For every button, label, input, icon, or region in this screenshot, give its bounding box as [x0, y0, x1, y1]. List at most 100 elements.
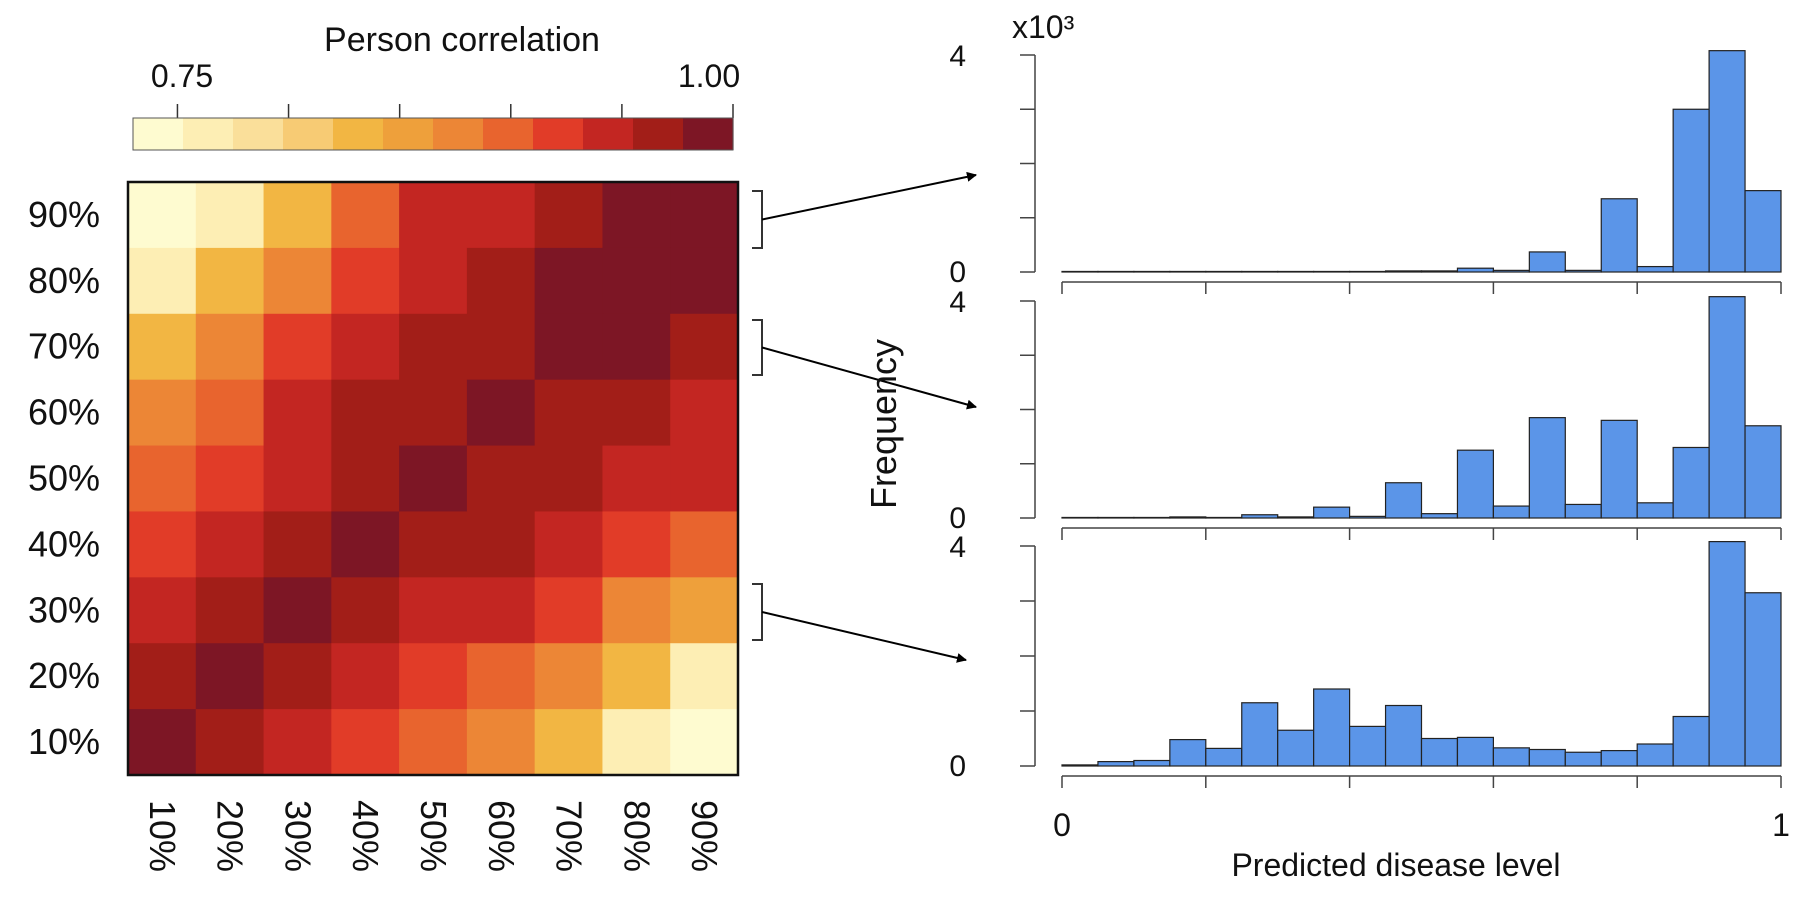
- heatmap-cell: [670, 577, 739, 644]
- heatmap-cell: [331, 247, 400, 315]
- heatmap-cell: [534, 247, 604, 315]
- heatmap-cell: [670, 445, 739, 513]
- colorbar-swatch: [433, 118, 484, 150]
- heatmap-cell: [128, 247, 197, 315]
- histogram-bar: [1600, 419, 1638, 519]
- histogram-bar: [1097, 270, 1135, 273]
- heatmap-cell: [534, 709, 604, 776]
- heatmap-cell: [263, 247, 332, 315]
- histogram-bar: [1672, 446, 1710, 519]
- histogram-bar: [1636, 265, 1674, 273]
- histogram-bar: [1205, 516, 1243, 519]
- colorbar-swatch: [583, 118, 634, 150]
- heatmap-cell: [195, 247, 265, 315]
- heatmap-cell: [195, 379, 265, 447]
- heatmap-cell: [602, 709, 671, 776]
- heatmap-cell: [128, 182, 197, 249]
- heatmap-cell: [466, 182, 536, 249]
- bracket: [752, 319, 763, 376]
- histogram-bar: [1384, 482, 1423, 519]
- heatmap-cell: [670, 182, 739, 249]
- y-multiplier-label: x10³: [1012, 9, 1075, 45]
- heatmap-cell: [128, 313, 197, 381]
- y-tick-label: 4: [949, 286, 966, 319]
- histogram-bar: [1348, 515, 1387, 519]
- heatmap-cell: [534, 643, 604, 710]
- heatmap-row-label: 40%: [28, 523, 100, 564]
- heatmap-cell: [195, 709, 265, 776]
- histogram-bar: [1636, 502, 1674, 519]
- heatmap-cell: [602, 577, 671, 644]
- heatmap-cell: [195, 445, 265, 513]
- heatmap-cell: [670, 313, 739, 381]
- histogram-bar: [1564, 269, 1602, 273]
- heatmap-cell: [331, 182, 400, 249]
- histogram-bar: [1133, 759, 1171, 767]
- histogram-bar: [1672, 108, 1710, 273]
- heatmap-cell: [195, 182, 265, 249]
- heatmap-cell: [128, 577, 197, 644]
- heatmap-cell: [466, 313, 536, 381]
- histogram-bar: [1708, 50, 1746, 273]
- heatmap-cell: [466, 577, 536, 644]
- colorbar-title: Person correlation: [324, 21, 600, 59]
- colorbar-swatch: [283, 118, 334, 150]
- histogram-bar: [1169, 516, 1207, 519]
- heatmap-row-labels: 90% 80% 70% 60% 50% 40% 30% 20% 10%: [28, 194, 100, 762]
- histogram-bar: [1492, 269, 1530, 273]
- heatmap-cell: [331, 379, 400, 447]
- heatmap-row-label: 80%: [28, 260, 100, 301]
- heatmap-col-label: 10%: [142, 800, 183, 872]
- histogram-bar: [1348, 725, 1387, 767]
- colorbar-ticks: [176, 104, 734, 118]
- histogram-bar: [1708, 296, 1746, 519]
- heatmap-cell: [331, 577, 400, 644]
- histogram-bar: [1564, 751, 1602, 767]
- heatmap-col-label: 60%: [481, 800, 522, 872]
- histogram-bar: [1169, 738, 1207, 767]
- heatmap-frame: [126, 180, 740, 777]
- heatmap-cell: [399, 445, 468, 513]
- arrow: [761, 171, 977, 221]
- histogram-bar: [1384, 704, 1423, 767]
- histogram-bar: [1169, 270, 1207, 273]
- y-tick-label: 0: [949, 256, 966, 289]
- y-tick-label: 0: [949, 502, 966, 535]
- heatmap-cell: [331, 643, 400, 710]
- histogram-bar: [1205, 270, 1243, 273]
- heatmap-cell: [466, 643, 536, 710]
- heatmap-cell: [399, 577, 468, 644]
- heatmap-col-label: 90%: [684, 800, 725, 872]
- heatmap-cell: [534, 313, 604, 381]
- heatmap-cell: [602, 379, 671, 447]
- histogram-bar: [1313, 506, 1351, 519]
- heatmap-cell: [331, 445, 400, 513]
- heatmap-cell: [128, 445, 197, 513]
- colorbar-min-label: 0.75: [151, 58, 213, 94]
- histogram-bar: [1420, 270, 1459, 273]
- histogram-bar: [1492, 747, 1530, 767]
- heatmap-cell: [195, 577, 265, 644]
- heatmap-cell: [534, 445, 604, 513]
- heatmap-cell: [128, 511, 197, 578]
- arrow: [761, 346, 977, 410]
- histogram-bar: [1528, 251, 1566, 273]
- histogram-bar: [1277, 516, 1315, 519]
- histogram-bar: [1277, 270, 1315, 273]
- histogram-bar: [1420, 737, 1459, 767]
- colorbar-max-label: 1.00: [678, 58, 740, 94]
- heatmap-row-label: 20%: [28, 655, 100, 696]
- histogram-bar: [1672, 715, 1710, 767]
- heatmap-cell: [399, 182, 468, 249]
- histogram-bar: [1097, 516, 1135, 519]
- heatmap-cell: [263, 709, 332, 776]
- colorbar-swatch: [483, 118, 534, 150]
- heatmap-col-label: 50%: [413, 800, 454, 872]
- histogram-bar: [1492, 505, 1530, 519]
- heatmap-cell: [466, 709, 536, 776]
- histogram-panel: 04: [949, 531, 1782, 788]
- histogram-bar: [1456, 449, 1494, 519]
- connectors: [752, 171, 977, 663]
- heatmap-cell: [128, 643, 197, 710]
